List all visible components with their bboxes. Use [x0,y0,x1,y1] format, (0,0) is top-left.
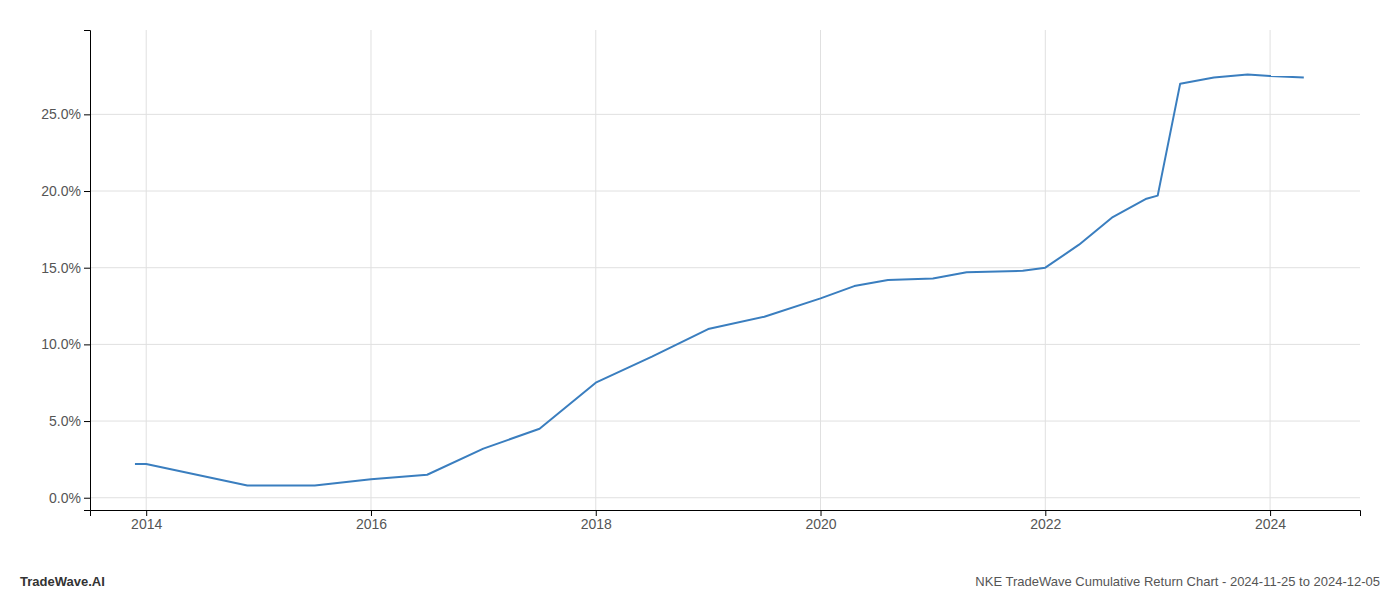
y-tick: 0.0% [49,490,90,506]
grid [90,30,1360,510]
x-axis: 2014 2016 2018 2020 2022 2024 [91,510,1361,532]
y-tick: 20.0% [41,183,90,199]
y-tick-mark [84,344,90,345]
y-tick: 5.0% [49,413,90,429]
chart: 2014 2016 2018 2020 2022 2024 0.0% 5.0% 10.0% 15.… [0,0,1400,600]
x-tick-label: 2020 [805,516,836,532]
y-tick-mark [84,498,90,499]
y-tick-label: 0.0% [49,490,81,506]
x-tick: 2020 [805,510,836,532]
grid-line-y [90,191,1360,192]
grid-line-x [1045,30,1046,510]
grid-line-y [90,114,1360,115]
grid-line-y [90,421,1360,422]
y-tick-label: 10.0% [41,336,81,352]
y-axis: 0.0% 5.0% 10.0% 15.0% 20.0% 25.0% [41,31,90,511]
y-tick-label: 20.0% [41,183,81,199]
x-tick-label: 2018 [581,516,612,532]
grid-line-x [370,30,371,510]
y-axis-line [84,31,91,511]
grid-line-x [595,30,596,510]
grid-line-y [90,497,1360,498]
x-tick-label: 2016 [356,516,387,532]
y-tick: 25.0% [41,106,90,122]
y-tick: 15.0% [41,260,90,276]
y-tick-mark [84,268,90,269]
x-tick-label: 2022 [1030,516,1061,532]
y-tick-mark [84,421,90,422]
x-tick: 2024 [1255,510,1286,532]
x-tick: 2022 [1030,510,1061,532]
y-tick-mark [84,114,90,115]
y-tick-label: 25.0% [41,106,81,122]
texts: TradeWave.AI NKE TradeWave Cumulative Ret… [20,574,1380,589]
series [135,74,1304,485]
title: NKE TradeWave Cumulative Return Chart - … [975,574,1380,589]
line [135,74,1304,485]
grid-line-x [1270,30,1271,510]
x-tick: 2014 [131,510,162,532]
grid-line-y [90,267,1360,268]
grid-line-x [820,30,821,510]
x-tick: 2016 [356,510,387,532]
x-tick-label: 2014 [131,516,162,532]
x-axis-line [91,511,1361,517]
y-tick-label: 15.0% [41,260,81,276]
grid-line-x [146,30,147,510]
y-tick: 10.0% [41,336,90,352]
x-tick: 2018 [581,510,612,532]
y-tick-mark [84,191,90,192]
y-tick-label: 5.0% [49,413,81,429]
plot-area: 2014 2016 2018 2020 2022 2024 0.0% 5.0% 10.0% 15.… [41,30,1360,532]
footer: TradeWave.AI [20,574,105,589]
x-tick-label: 2024 [1255,516,1286,532]
grid-line-y [90,344,1360,345]
